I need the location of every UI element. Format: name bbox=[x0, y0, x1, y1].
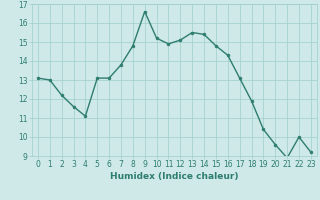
X-axis label: Humidex (Indice chaleur): Humidex (Indice chaleur) bbox=[110, 172, 239, 181]
